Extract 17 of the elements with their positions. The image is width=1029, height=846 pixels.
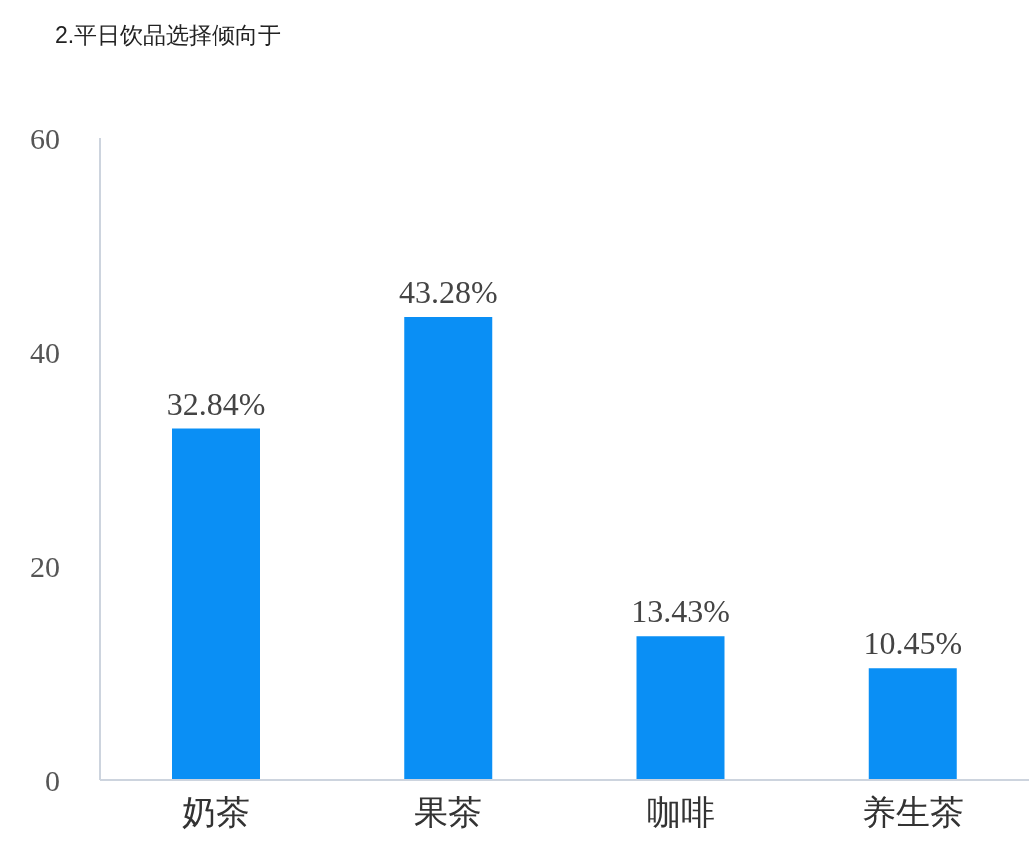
y-tick-label: 40 bbox=[30, 335, 60, 369]
y-tick-label: 60 bbox=[30, 121, 60, 155]
x-tick-label: 养生茶 bbox=[861, 793, 964, 832]
data-label: 32.84% bbox=[166, 385, 266, 422]
x-tick-label: 奶茶 bbox=[182, 793, 251, 832]
bar bbox=[404, 316, 493, 780]
bar bbox=[868, 668, 957, 780]
data-label: 10.45% bbox=[863, 625, 963, 662]
bar bbox=[636, 636, 725, 780]
bar bbox=[172, 428, 260, 780]
x-tick-label: 咖啡 bbox=[646, 793, 715, 832]
data-label: 43.28% bbox=[398, 273, 498, 310]
chart-title: 2.平日饮品选择倾向于 bbox=[55, 21, 282, 50]
y-tick-label: 20 bbox=[30, 549, 60, 583]
y-tick-label: 0 bbox=[45, 763, 60, 797]
x-tick-label: 果茶 bbox=[414, 793, 483, 832]
data-label: 13.43% bbox=[631, 593, 730, 630]
